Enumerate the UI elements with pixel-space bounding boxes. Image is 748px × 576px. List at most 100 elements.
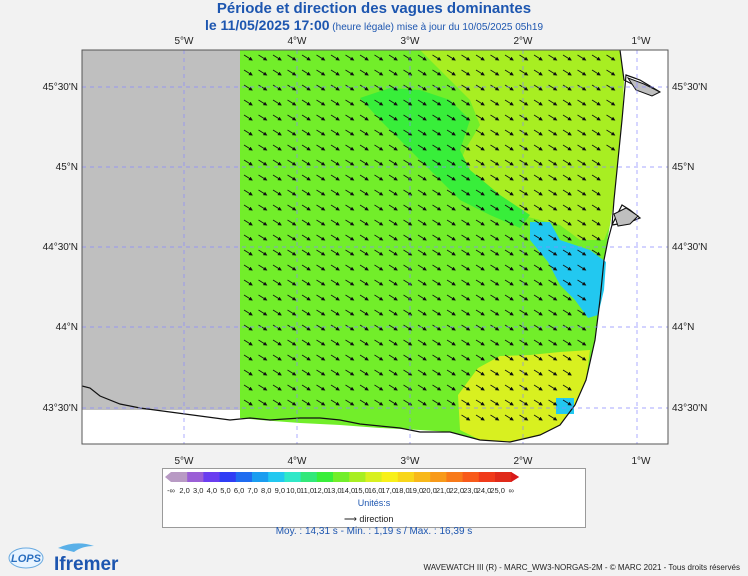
direction-arrow <box>577 309 587 316</box>
legend-color-swatch <box>187 472 204 482</box>
direction-arrow <box>272 369 282 376</box>
legend-right-arrow <box>511 472 520 482</box>
direction-arrow <box>577 219 587 226</box>
ifremer-logo: Ifremer <box>54 543 119 574</box>
direction-arrow <box>345 294 355 301</box>
direction-arrow <box>548 204 558 211</box>
direction-arrow <box>432 324 442 331</box>
direction-arrow <box>243 369 253 376</box>
direction-arrow <box>417 309 427 316</box>
direction-arrow <box>243 54 253 61</box>
direction-arrow <box>330 339 340 346</box>
direction-arrow <box>316 144 326 151</box>
direction-arrow <box>345 204 355 211</box>
legend-color-swatch <box>219 472 237 482</box>
direction-arrow <box>243 84 253 91</box>
direction-arrow <box>301 384 311 391</box>
direction-arrow <box>519 399 529 406</box>
direction-arrow <box>301 264 311 271</box>
direction-arrow <box>490 399 500 406</box>
direction-arrow <box>519 279 529 286</box>
lat-label-left: 44°N <box>56 322 78 333</box>
direction-arrow <box>417 144 427 151</box>
direction-arrow <box>388 369 398 376</box>
direction-arrow <box>301 114 311 121</box>
direction-arrow <box>301 204 311 211</box>
direction-arrow <box>359 54 369 61</box>
direction-arrow <box>243 144 253 151</box>
direction-arrow <box>475 114 485 121</box>
direction-arrow <box>272 54 282 61</box>
direction-arrow <box>490 294 500 301</box>
direction-arrow <box>475 84 485 91</box>
direction-arrow <box>519 309 529 316</box>
direction-arrow <box>533 369 543 376</box>
direction-arrow <box>446 189 456 196</box>
direction-arrow <box>287 144 297 151</box>
direction-arrow <box>272 264 282 271</box>
direction-arrow <box>504 144 514 151</box>
title-line-2: le 11/05/2025 17:00 (heure légale) mise … <box>0 17 748 36</box>
direction-arrow <box>577 84 587 91</box>
direction-arrow <box>301 99 311 106</box>
direction-arrow <box>243 294 253 301</box>
direction-arrow <box>359 294 369 301</box>
direction-arrow <box>345 354 355 361</box>
direction-arrow <box>374 219 384 226</box>
direction-arrow <box>562 159 572 166</box>
direction-arrow <box>374 174 384 181</box>
direction-arrow <box>548 369 558 376</box>
direction-arrow <box>388 159 398 166</box>
direction-arrow <box>359 249 369 256</box>
legend-color-swatch <box>349 472 366 482</box>
direction-arrow <box>446 369 456 376</box>
direction-arrow <box>301 54 311 61</box>
legend-color-swatch <box>495 472 512 482</box>
direction-arrow <box>548 354 558 361</box>
direction-arrow <box>533 159 543 166</box>
direction-arrow <box>562 234 572 241</box>
direction-arrow <box>417 99 427 106</box>
direction-arrow <box>548 69 558 76</box>
direction-arrow <box>490 264 500 271</box>
legend-color-swatch <box>235 472 253 482</box>
direction-arrow <box>417 369 427 376</box>
direction-arrow <box>432 219 442 226</box>
direction-arrow <box>591 159 601 166</box>
legend-tick-label: 18,0 <box>395 486 410 495</box>
direction-arrow <box>272 204 282 211</box>
direction-arrow <box>258 324 268 331</box>
direction-arrow <box>548 84 558 91</box>
direction-arrow <box>533 279 543 286</box>
direction-arrow <box>287 174 297 181</box>
direction-arrow <box>359 159 369 166</box>
direction-arrow <box>258 249 268 256</box>
direction-arrow <box>548 309 558 316</box>
direction-arrow <box>258 219 268 226</box>
direction-arrow <box>330 174 340 181</box>
direction-arrow <box>504 84 514 91</box>
direction-arrow <box>272 144 282 151</box>
direction-arrow <box>403 234 413 241</box>
direction-arrow <box>345 189 355 196</box>
direction-arrow <box>330 129 340 136</box>
direction-arrow <box>432 54 442 61</box>
direction-arrow <box>519 99 529 106</box>
direction-arrow <box>562 129 572 136</box>
direction-arrow <box>432 159 442 166</box>
direction-arrow <box>548 264 558 271</box>
direction-arrow <box>461 234 471 241</box>
direction-arrow <box>301 339 311 346</box>
direction-arrow <box>359 144 369 151</box>
direction-arrow <box>533 354 543 361</box>
direction-arrow <box>591 84 601 91</box>
direction-arrow <box>258 339 268 346</box>
direction-arrow <box>374 264 384 271</box>
direction-arrow <box>490 189 500 196</box>
direction-arrow <box>301 294 311 301</box>
direction-arrow <box>432 339 442 346</box>
direction-arrow <box>345 219 355 226</box>
direction-arrow <box>417 384 427 391</box>
direction-arrow <box>533 324 543 331</box>
wave-map[interactable]: 5°W 4°W 3°W 2°W 1°W 5°W 4°W 3°W 2°W 1°W … <box>0 0 748 470</box>
